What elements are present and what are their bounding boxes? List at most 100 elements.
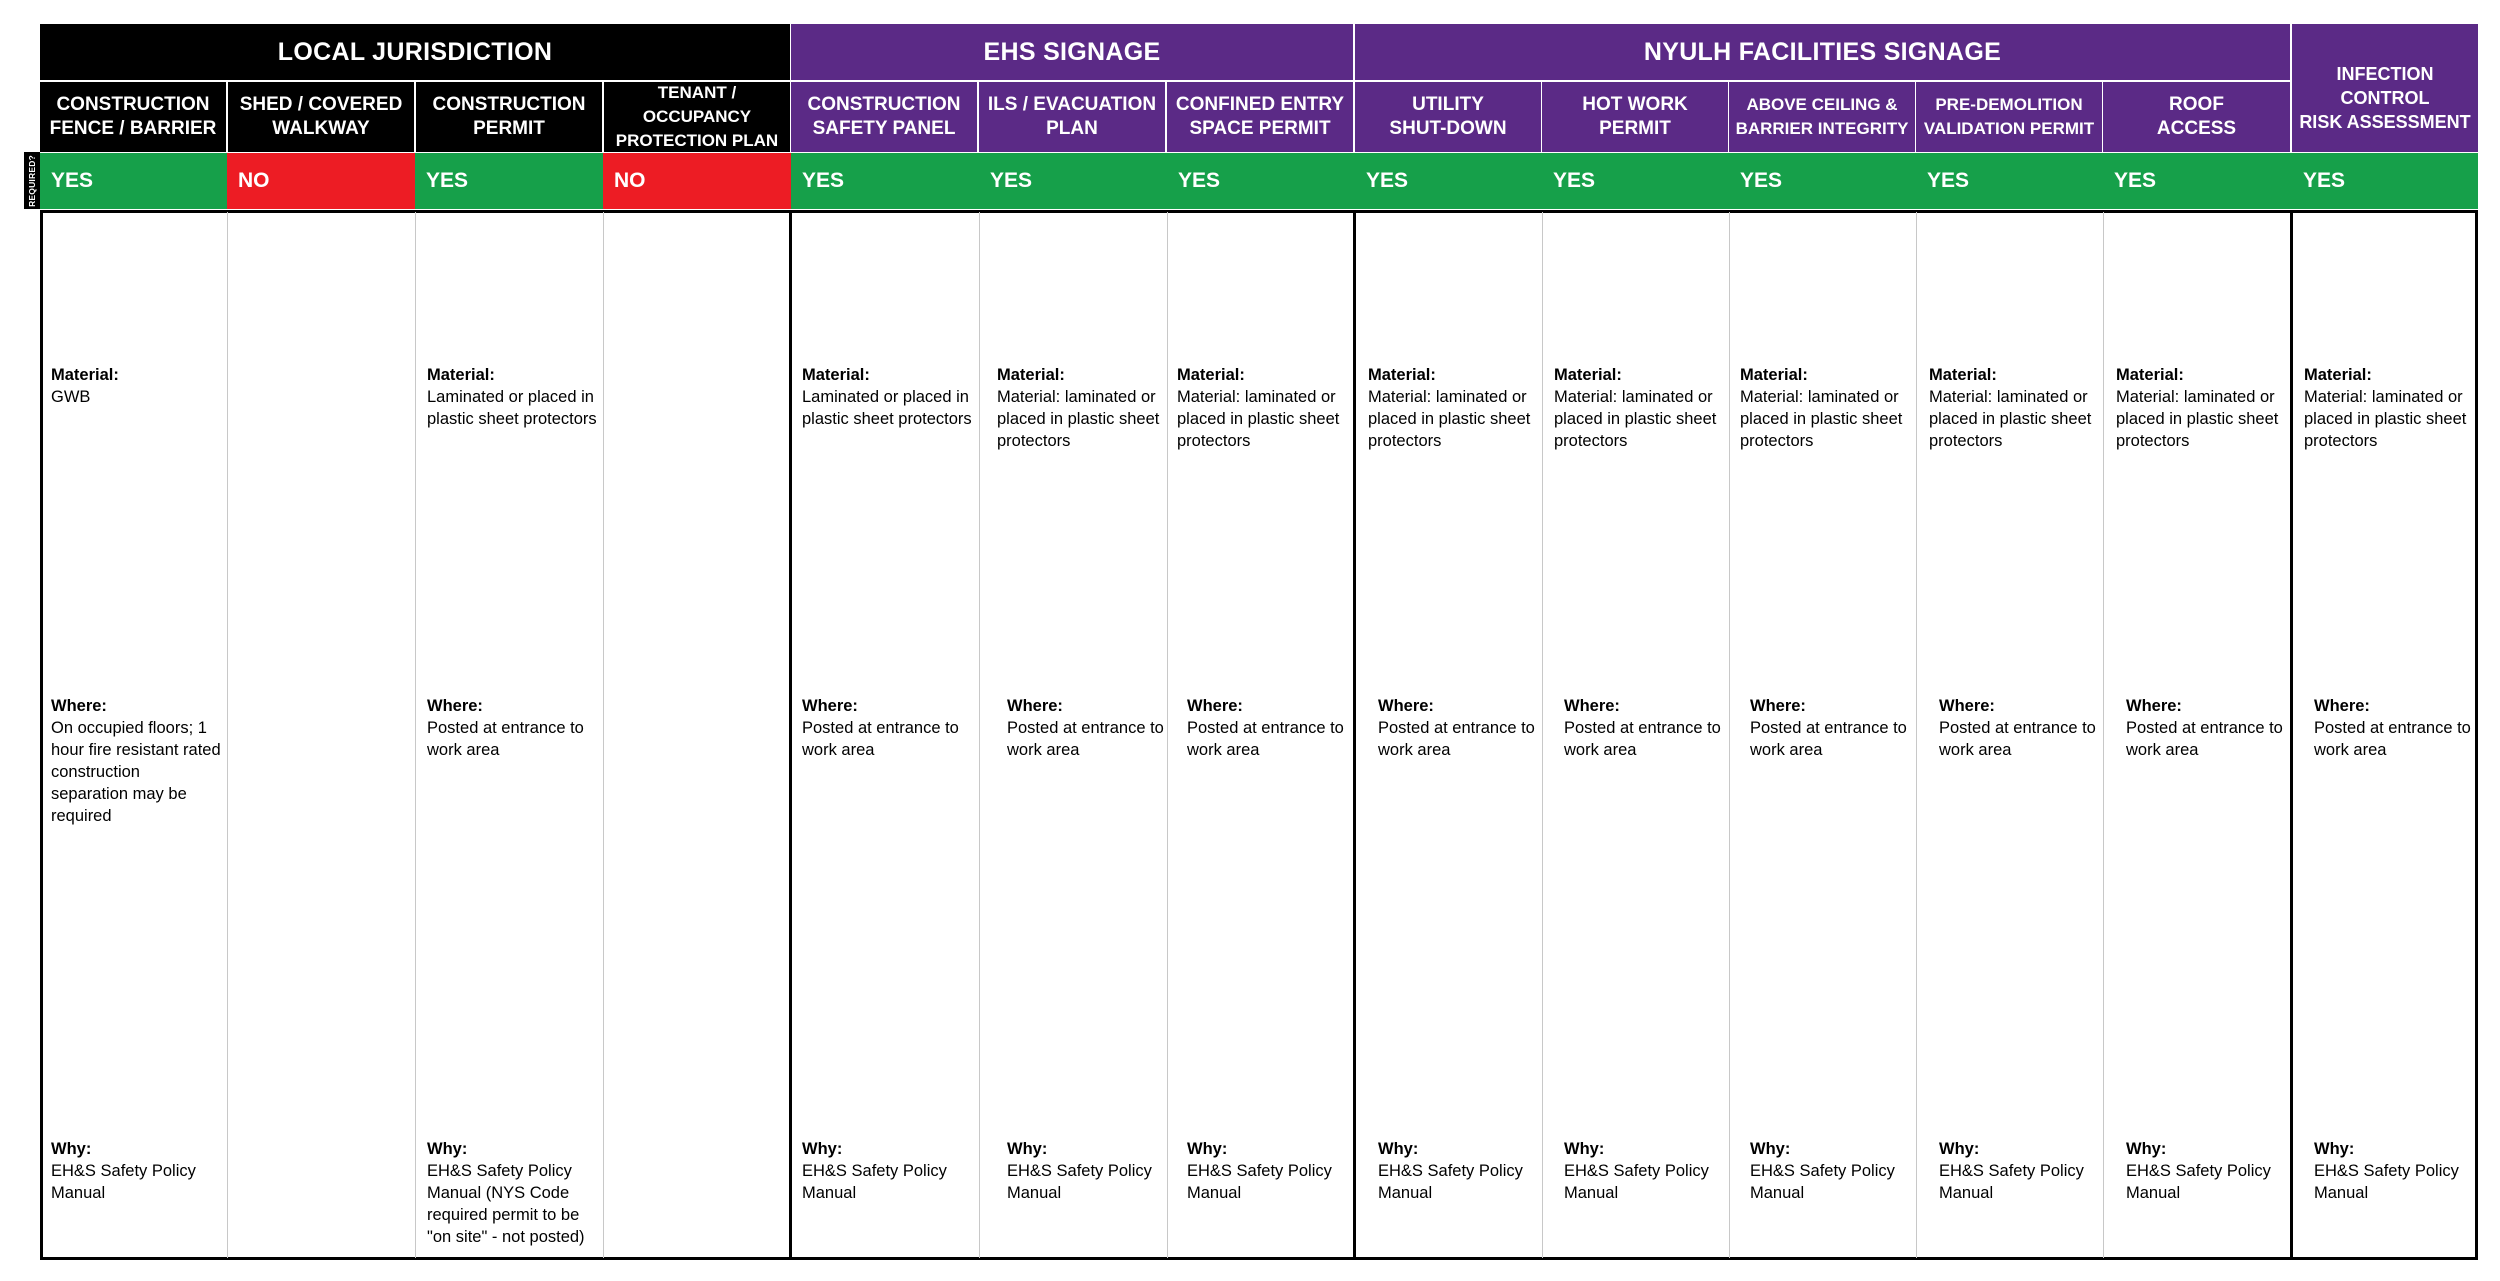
where-label: Where: <box>1939 697 1995 715</box>
material-value: Laminated or placed in plastic sheet pro… <box>427 388 597 428</box>
material-cell: Material: Material: laminated or placed … <box>2304 364 2474 452</box>
material-label: Material: <box>1740 366 1808 384</box>
material-cell: Material: Material: laminated or placed … <box>2116 364 2286 452</box>
where-label: Where: <box>802 697 858 715</box>
material-cell: Material: Material: laminated or placed … <box>1929 364 2099 452</box>
column-divider <box>1729 212 1730 1258</box>
required-badge: YES <box>415 153 603 209</box>
column-header-evacuation-plan: ILS / EVACUATION PLAN <box>979 82 1165 152</box>
group-nyulh-facilities-signage: NYULH FACILITIES SIGNAGE <box>1355 24 2290 80</box>
material-value: Material: laminated or placed in plastic… <box>2304 388 2467 450</box>
material-value: Material: laminated or placed in plastic… <box>1929 388 2092 450</box>
material-value: Material: laminated or placed in plastic… <box>1740 388 1903 450</box>
why-value: EH&S Safety Policy Manual <box>802 1162 947 1202</box>
why-label: Why: <box>51 1140 92 1158</box>
material-label: Material: <box>802 366 870 384</box>
column-title-line2: BARRIER INTEGRITY <box>1735 119 1909 138</box>
why-cell: Why: EH&S Safety Policy Manual <box>51 1138 221 1204</box>
why-label: Why: <box>2314 1140 2355 1158</box>
material-value: Laminated or placed in plastic sheet pro… <box>802 388 972 428</box>
where-cell: Where: Posted at entrance to work area <box>1007 695 1177 761</box>
column-header-above-ceiling: ABOVE CEILING & BARRIER INTEGRITY <box>1729 82 1915 152</box>
why-cell: Why: EH&S Safety Policy Manual <box>1378 1138 1548 1204</box>
column-title-line1: TENANT / OCCUPANCY <box>642 83 752 126</box>
where-cell: Where: Posted at entrance to work area <box>1564 695 1734 761</box>
table-body <box>40 210 2478 1260</box>
where-value: Posted at entrance to work area <box>1750 719 1907 759</box>
why-label: Why: <box>1378 1140 1419 1158</box>
column-title-line2: PROTECTION PLAN <box>615 131 779 150</box>
why-value: EH&S Safety Policy Manual <box>1939 1162 2084 1202</box>
column-divider <box>227 212 228 1258</box>
column-title-line1: SHED / COVERED <box>239 94 403 115</box>
required-badge: YES <box>1355 153 1542 209</box>
where-value: Posted at entrance to work area <box>1187 719 1344 759</box>
why-value: EH&S Safety Policy Manual (NYS Code requ… <box>427 1162 585 1246</box>
why-cell: Why: EH&S Safety Policy Manual <box>2126 1138 2296 1204</box>
why-cell: Why: EH&S Safety Policy Manual <box>1007 1138 1177 1204</box>
why-value: EH&S Safety Policy Manual <box>1564 1162 1709 1202</box>
column-divider <box>415 212 416 1258</box>
required-badge: YES <box>979 153 1167 209</box>
where-value: Posted at entrance to work area <box>1378 719 1535 759</box>
why-cell: Why: EH&S Safety Policy Manual <box>1750 1138 1920 1204</box>
material-label: Material: <box>2116 366 2184 384</box>
column-title-line1: ILS / EVACUATION <box>987 94 1157 115</box>
why-cell: Why: EH&S Safety Policy Manual (NYS Code… <box>427 1138 597 1248</box>
where-label: Where: <box>2314 697 2370 715</box>
column-title-line1: ABOVE CEILING & <box>1746 95 1898 114</box>
why-value: EH&S Safety Policy Manual <box>2314 1162 2459 1202</box>
why-value: EH&S Safety Policy Manual <box>2126 1162 2271 1202</box>
column-header-infection-control: INFECTION CONTROL RISK ASSESSMENT <box>2292 24 2478 152</box>
where-value: Posted at entrance to work area <box>1564 719 1721 759</box>
material-value: Material: laminated or placed in plastic… <box>1368 388 1531 450</box>
why-value: EH&S Safety Policy Manual <box>1378 1162 1523 1202</box>
why-value: EH&S Safety Policy Manual <box>1007 1162 1152 1202</box>
where-cell: Where: Posted at entrance to work area <box>1378 695 1548 761</box>
material-cell: Material: Material: laminated or placed … <box>1177 364 1347 452</box>
where-label: Where: <box>427 697 483 715</box>
why-label: Why: <box>1750 1140 1791 1158</box>
where-value: On occupied floors; 1 hour fire resistan… <box>51 719 221 825</box>
required-badge: YES <box>791 153 979 209</box>
material-cell: Material: Material: laminated or placed … <box>1740 364 1910 452</box>
column-divider <box>1542 212 1543 1258</box>
where-cell: Where: On occupied floors; 1 hour fire r… <box>51 695 221 827</box>
material-cell: Material: GWB <box>51 364 221 408</box>
material-cell: Material: Material: laminated or placed … <box>1368 364 1538 452</box>
group-ehs-signage: EHS SIGNAGE <box>791 24 1353 80</box>
why-value: EH&S Safety Policy Manual <box>51 1162 196 1202</box>
where-value: Posted at entrance to work area <box>2314 719 2471 759</box>
column-title-line1: CONSTRUCTION <box>807 94 961 115</box>
where-label: Where: <box>1378 697 1434 715</box>
why-cell: Why: EH&S Safety Policy Manual <box>1939 1138 2109 1204</box>
column-divider <box>603 212 604 1258</box>
material-label: Material: <box>51 366 119 384</box>
material-cell: Material: Material: laminated or placed … <box>1554 364 1724 452</box>
column-title-line2: VALIDATION PERMIT <box>1923 119 2095 138</box>
where-cell: Where: Posted at entrance to work area <box>427 695 597 761</box>
where-label: Where: <box>1564 697 1620 715</box>
group-divider <box>789 210 792 1260</box>
column-header-construction-safety-panel: CONSTRUCTION SAFETY PANEL <box>791 82 977 152</box>
where-cell: Where: Posted at entrance to work area <box>2314 695 2484 761</box>
why-cell: Why: EH&S Safety Policy Manual <box>1187 1138 1357 1204</box>
material-cell: Material: Material: laminated or placed … <box>997 364 1167 452</box>
column-title-line1: CONSTRUCTION <box>56 94 210 115</box>
required-badge: YES <box>1542 153 1729 209</box>
why-label: Why: <box>2126 1140 2167 1158</box>
column-divider <box>979 212 980 1258</box>
where-value: Posted at entrance to work area <box>1007 719 1164 759</box>
column-title-line1: PRE-DEMOLITION <box>1935 95 2083 114</box>
why-label: Why: <box>427 1140 468 1158</box>
column-title-line1: HOT WORK <box>1582 94 1688 115</box>
where-cell: Where: Posted at entrance to work area <box>802 695 972 761</box>
column-header-utility-shutdown: UTILITY SHUT-DOWN <box>1355 82 1541 152</box>
material-value: Material: laminated or placed in plastic… <box>1554 388 1717 450</box>
material-value: Material: laminated or placed in plastic… <box>1177 388 1340 450</box>
column-title-line2: PERMIT <box>473 118 545 139</box>
material-label: Material: <box>427 366 495 384</box>
required-badge: YES <box>2292 153 2478 209</box>
column-title-line2: PLAN <box>1046 118 1098 139</box>
required-row-tab: REQUIRED? <box>24 152 40 209</box>
